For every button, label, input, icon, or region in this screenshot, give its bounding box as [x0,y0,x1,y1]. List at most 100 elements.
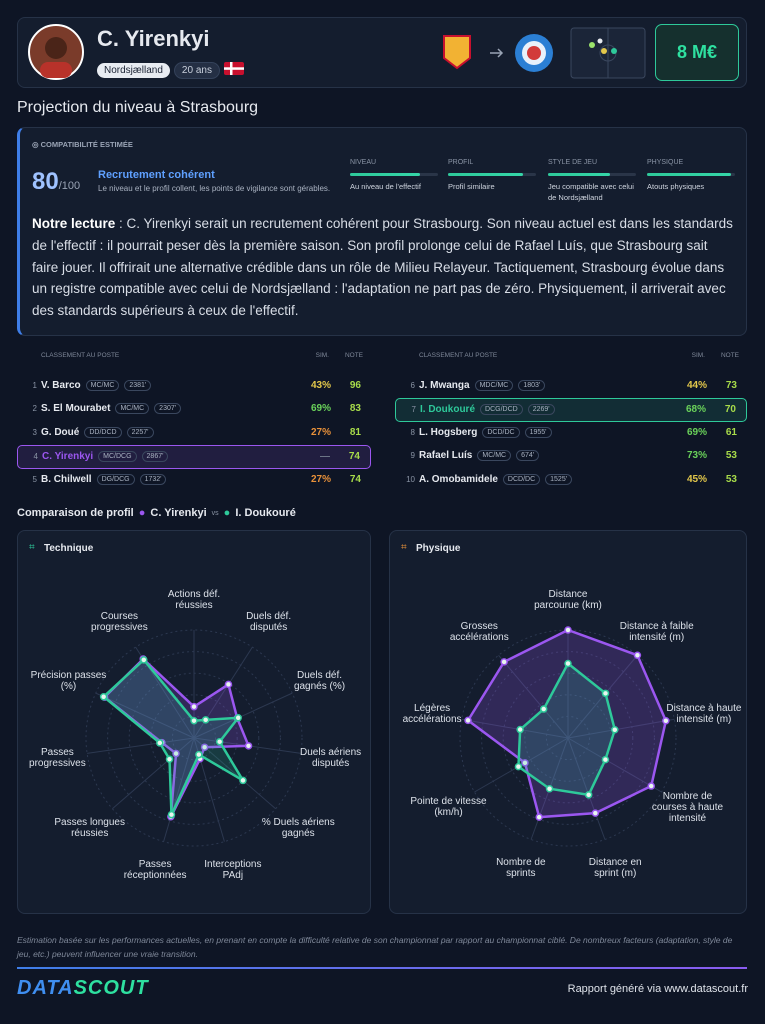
axis-label: Passes réceptionnées [123,859,187,882]
axis-label-box: Duels déf. gagnés (%) [294,670,345,692]
criterion-track [350,173,438,176]
section-title: Projection du niveau à Strasbourg [17,99,259,116]
club-pill: Nordsjælland [97,63,170,78]
minutes: 674' [516,450,540,461]
axis-label: Pointe de vitesse (km/h) [410,796,487,818]
radar-point [167,810,176,819]
similarity: — [320,451,330,462]
minutes: 1955' [524,426,552,438]
ranking-row: 5 B. Chilwell DG/DCG 1732' 27% 74 [17,468,371,490]
spoke [163,737,195,842]
spoke [567,718,675,739]
criterion-bar [647,173,732,176]
rank: 2 [32,404,37,413]
spoke [567,737,606,840]
similarity: 73% [686,450,707,461]
transfer-icons [443,34,553,72]
similarity: 43% [310,379,331,391]
axis-label: % Duels aériens gagnés [261,817,335,840]
radar-panel: Physique ⌗ Distance parcourue (km) Distance… [389,530,747,914]
verdict-text: Le niveau et le profil collent, les poin… [98,184,331,193]
age-pill: 20 ans [173,62,220,79]
criterion-text: Profil similaire [448,182,495,191]
positions: DD/DCD [84,426,122,438]
radar-point [514,762,523,771]
radar-point [601,689,610,698]
rank: 5 [32,474,37,484]
positions: MC/MC [115,403,150,414]
rank: 6 [410,380,415,390]
ring [459,629,677,847]
radar-point [584,791,593,799]
logo-right: SCOUT [73,977,149,999]
similarity: 27% [310,473,331,485]
axis-label: Légères accélérations [402,703,462,726]
axis-label: Courses progressives [91,610,148,633]
legend-entry: I. Doukouré [235,507,296,519]
criterion-label: NIVEAU [350,159,377,166]
reading-text: : C. Yirenkyi serait un recrutement cohé… [32,216,733,319]
divider [17,967,747,969]
spoke [498,654,569,739]
axis-label: Duels aériens disputés [300,746,362,769]
axis-label-box: Duels aériens disputés [300,746,362,769]
axis-label-box: Pointe de vitesse (km/h) [410,796,487,818]
positions: DCD/DC [482,426,520,438]
axis-label: Passes longues réussies [54,817,125,840]
radar-point [234,714,242,722]
note: 61 [725,426,737,438]
flag [223,62,244,76]
ranking-row: 10 A. Omobamidele DCD/DC 1525' 45% 53 [395,468,747,490]
ring [128,672,260,804]
radar-point [156,739,164,747]
radar-chart: Distance parcourue (km) Distance à faible… [402,589,742,879]
note: 83 [349,403,361,414]
player: S. El Mourabet [41,403,111,414]
axis-label-box: Précision passes (%) [31,670,107,692]
radar-point [464,716,472,725]
mini-pitch [570,27,646,79]
radar-point [201,716,210,724]
note: 53 [725,473,737,485]
rank: 3 [32,427,37,437]
ranking-row: 3 G. Doué DD/DCD 2257' 27% 81 [17,421,371,443]
rank: 8 [410,427,415,437]
axis-label-box: Interceptions PAdj [204,859,262,882]
radar-point [516,725,524,734]
header-card: C. Yirenkyi Nordsjælland 20 ans 8 M€ [17,17,747,88]
player: G. Doué [41,426,80,438]
positions: DCD/DC [502,473,541,485]
avatar [28,24,84,80]
ranking-row: 7 I. Doukouré DCG/DCD 2269' 68% 70 [395,397,747,422]
ring [150,694,238,782]
market-value: 8 M€ [655,24,739,81]
player: L. Hogsberg [419,426,478,438]
note: 81 [349,426,361,438]
logo-left: DATA [17,977,74,999]
col-header: SIM. [691,352,705,359]
disclaimer: Estimation basée sur les performances ac… [17,935,733,959]
radar-point [224,680,233,689]
radar-point [500,658,508,666]
positions: MC/MC [85,379,120,391]
spoke [87,737,195,754]
radar-icon: ⌗ [29,542,35,553]
rank: 9 [410,451,415,460]
axis-label: Distance en sprint (m) [588,856,642,879]
minutes: 2257' [126,426,154,438]
score-max: /100 [58,180,81,192]
note: 96 [349,379,361,391]
spoke [567,737,662,793]
spoke [193,737,276,810]
radar-area [466,628,668,819]
note: 73 [725,379,737,391]
positions: MDC/MC [474,379,514,391]
similarity: 45% [686,473,707,485]
axis-label: Distance à faible intensité (m) [619,621,694,644]
axis-label: Interceptions PAdj [204,859,262,882]
criterion-label: PROFIL [448,159,474,166]
radar-panel: Technique ⌗ Actions déf. réussies Duels déf… [17,530,371,914]
note: 70 [724,404,736,415]
criterion-track [548,173,636,176]
